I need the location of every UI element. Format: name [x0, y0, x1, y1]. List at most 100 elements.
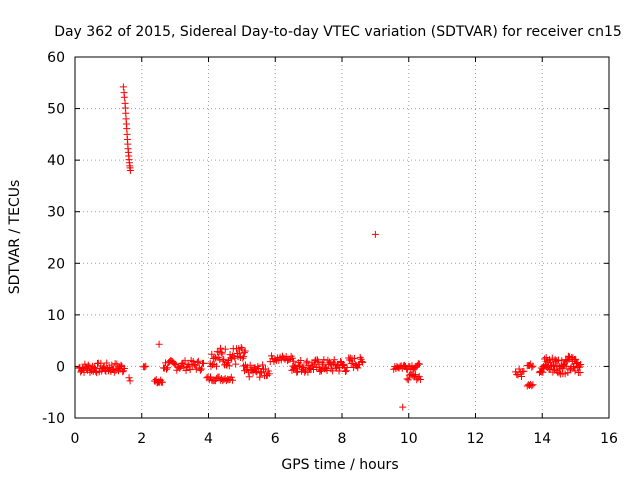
data-point: [155, 340, 163, 348]
data-point: [221, 345, 229, 353]
data-point: [158, 378, 166, 386]
data-point: [246, 361, 254, 369]
data-point: [177, 362, 185, 370]
data-point: [515, 365, 523, 373]
data-point: [207, 373, 215, 381]
data-point: [318, 359, 326, 367]
x-tick-label: 10: [400, 431, 418, 447]
data-point: [297, 357, 305, 365]
data-point: [529, 362, 537, 370]
data-point: [300, 363, 308, 371]
data-point: [290, 357, 298, 365]
data-point: [197, 365, 205, 373]
data-point: [119, 83, 127, 91]
data-point: [415, 372, 423, 380]
data-point: [86, 368, 94, 376]
data-point: [103, 359, 111, 367]
data-point: [208, 350, 216, 358]
data-point: [125, 374, 133, 382]
data-point: [414, 360, 422, 368]
data-point: [232, 360, 240, 368]
data-point: [108, 361, 116, 369]
x-tick-label: 12: [467, 431, 485, 447]
data-point: [110, 368, 118, 376]
x-tick-label: 16: [600, 431, 618, 447]
x-tick-label: 6: [271, 431, 280, 447]
data-point: [81, 360, 89, 368]
x-axis-label: GPS time / hours: [281, 457, 398, 473]
data-point: [342, 367, 350, 375]
data-point: [295, 363, 303, 370]
data-point: [520, 367, 528, 375]
data-point: [184, 361, 192, 369]
data-point: [549, 361, 557, 369]
data-point: [186, 366, 194, 374]
data-point: [237, 343, 245, 351]
data-point: [337, 358, 345, 366]
y-tick-label: 0: [56, 359, 65, 375]
data-point: [562, 362, 570, 370]
data-points: [75, 83, 585, 411]
data-point: [120, 93, 128, 101]
data-point: [341, 367, 349, 375]
data-point: [343, 364, 351, 372]
data-point: [90, 363, 98, 371]
y-tick-label: 40: [47, 153, 65, 169]
data-point: [513, 370, 521, 378]
data-point: [231, 354, 239, 362]
chart-title: Day 362 of 2015, Sidereal Day-to-day VTE…: [54, 24, 622, 40]
data-point: [120, 364, 128, 372]
data-point: [359, 358, 367, 366]
grid-lines: [75, 57, 609, 418]
data-point: [564, 352, 572, 360]
data-point: [577, 361, 585, 369]
data-point: [239, 354, 247, 362]
data-point: [251, 364, 259, 372]
tick-labels: 0 2 4 6 8 10 12 14 16 -10 0 10 20 30 40 50 60: [42, 50, 618, 447]
data-point: [350, 354, 358, 362]
data-point: [330, 356, 338, 364]
data-point: [240, 349, 248, 357]
y-tick-label: 30: [47, 205, 65, 221]
data-point: [220, 355, 228, 363]
data-point: [217, 348, 225, 356]
data-point: [294, 368, 302, 376]
data-point: [257, 369, 265, 377]
data-point: [218, 350, 226, 358]
y-tick-label: -10: [42, 411, 65, 427]
data-point: [340, 360, 348, 368]
data-point: [126, 377, 134, 385]
data-point: [399, 403, 407, 411]
data-point: [576, 368, 584, 376]
data-point: [518, 372, 526, 380]
data-point: [181, 357, 189, 365]
data-point: [194, 357, 202, 365]
y-tick-label: 50: [47, 102, 65, 118]
data-point: [126, 166, 134, 174]
data-point: [142, 362, 150, 370]
data-point: [403, 375, 411, 383]
x-tick-label: 14: [533, 431, 551, 447]
data-point: [249, 369, 257, 377]
data-point: [245, 373, 253, 381]
data-point: [305, 365, 313, 373]
data-point: [528, 363, 536, 371]
data-point: [554, 356, 562, 364]
data-point: [163, 365, 171, 373]
data-point: [371, 230, 379, 238]
data-point: [265, 370, 273, 378]
data-point: [288, 354, 296, 362]
data-point: [290, 363, 298, 371]
data-point: [164, 364, 172, 372]
data-point: [335, 367, 343, 375]
data-point: [193, 358, 201, 366]
data-point: [171, 360, 179, 368]
data-point: [196, 366, 204, 374]
data-point: [528, 382, 536, 390]
data-point: [211, 353, 219, 361]
data-point: [255, 364, 263, 372]
data-point: [400, 361, 408, 369]
data-point: [256, 373, 264, 381]
data-point: [97, 359, 105, 367]
